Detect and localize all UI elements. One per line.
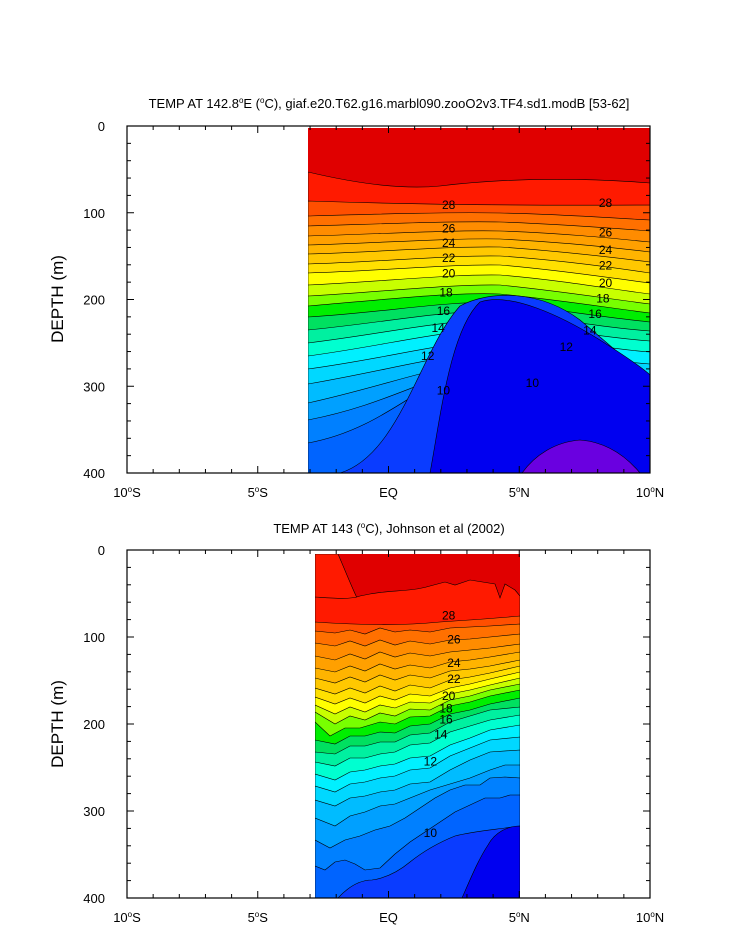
top-contour-label: 18 xyxy=(596,292,610,306)
bottom-y-tick-label: 100 xyxy=(83,630,105,645)
bottom-contour-label: 12 xyxy=(424,754,438,768)
top-contour-label: 26 xyxy=(599,226,613,240)
top-panel: TEMP AT 142.8oE (oC), giaf.e20.T62.g16.m… xyxy=(48,96,664,500)
top-contour-label: 16 xyxy=(437,304,451,318)
bottom-y-ticks: 0 100 200 300 400 xyxy=(83,543,650,906)
bottom-contour-label: 22 xyxy=(447,672,461,686)
bottom-x-tick-label: 5oN xyxy=(509,910,530,925)
bottom-panel: TEMP AT 143 (oC), Johnson et al (2002) D… xyxy=(48,521,664,925)
bottom-y-tick-label: 200 xyxy=(83,717,105,732)
top-x-tick-label: 10oS xyxy=(113,485,141,500)
top-contour-label: 28 xyxy=(442,198,456,212)
bottom-contour-label: 14 xyxy=(434,727,448,741)
top-contour-label: 12 xyxy=(421,349,435,363)
top-contour-label: 20 xyxy=(442,266,456,280)
bottom-title: TEMP AT 143 (oC), Johnson et al (2002) xyxy=(273,521,504,536)
bottom-contour-label: 16 xyxy=(439,713,453,727)
top-contour-label: 26 xyxy=(442,221,456,235)
bottom-contour-label: 28 xyxy=(442,608,456,622)
top-contour-label: 24 xyxy=(599,243,613,257)
bottom-y-tick-label: 400 xyxy=(83,891,105,906)
top-contour-label: 10 xyxy=(526,376,540,390)
top-band-6 xyxy=(429,299,650,473)
top-y-tick-label: 100 xyxy=(83,206,105,221)
bottom-y-tick-label: 0 xyxy=(98,543,105,558)
top-y-tick-label: 200 xyxy=(83,293,105,308)
bottom-x-tick-label: 5oS xyxy=(248,910,269,925)
top-contour-label: 22 xyxy=(599,259,613,273)
bottom-contour-label: 24 xyxy=(447,656,461,670)
top-y-tick-label: 300 xyxy=(83,379,105,394)
bottom-x-ticks: 10oS 5oS EQ 5oN 10oN xyxy=(113,550,664,925)
bottom-y-tick-label: 300 xyxy=(83,804,105,819)
top-contour-label: 28 xyxy=(599,196,613,210)
top-contour-label: 22 xyxy=(442,251,456,265)
top-x-tick-label: 10oN xyxy=(636,485,664,500)
top-x-ticks: 10oS 5oS EQ 5oN 10oN xyxy=(113,126,664,500)
top-contour-label: 10 xyxy=(437,384,451,398)
bottom-contour-field xyxy=(315,554,520,898)
top-ylabel: DEPTH (m) xyxy=(48,255,67,343)
top-x-tick-label: 5oS xyxy=(248,485,269,500)
top-contour-label: 20 xyxy=(599,276,613,290)
bottom-contour-label: 20 xyxy=(442,689,456,703)
bottom-x-tick-label: 10oN xyxy=(636,910,664,925)
top-contour-label: 18 xyxy=(439,286,453,300)
top-y-tick-label: 0 xyxy=(98,119,105,134)
bottom-x-tick-label: EQ xyxy=(379,910,398,925)
bottom-x-tick-label: 10oS xyxy=(113,910,141,925)
top-contour-label: 14 xyxy=(583,324,597,338)
top-contour-field xyxy=(308,128,650,473)
top-x-tick-label: 5oN xyxy=(509,485,530,500)
top-band-5 xyxy=(521,439,641,473)
bottom-contour-label: 18 xyxy=(439,701,453,715)
bottom-contour-label: 26 xyxy=(447,633,461,647)
top-contour-label: 24 xyxy=(442,236,456,250)
top-contour-label: 14 xyxy=(432,321,446,335)
top-y-tick-label: 400 xyxy=(83,466,105,481)
top-title: TEMP AT 142.8oE (oC), giaf.e20.T62.g16.m… xyxy=(149,96,630,111)
bottom-contour-label: 10 xyxy=(424,826,438,840)
bottom-band-6 xyxy=(461,825,520,898)
top-contour-label: 12 xyxy=(560,340,574,354)
top-y-ticks: 0 100 200 300 400 xyxy=(83,119,650,481)
top-contour-label: 16 xyxy=(588,307,602,321)
bottom-ylabel: DEPTH (m) xyxy=(48,680,67,768)
top-x-tick-label: EQ xyxy=(379,485,398,500)
